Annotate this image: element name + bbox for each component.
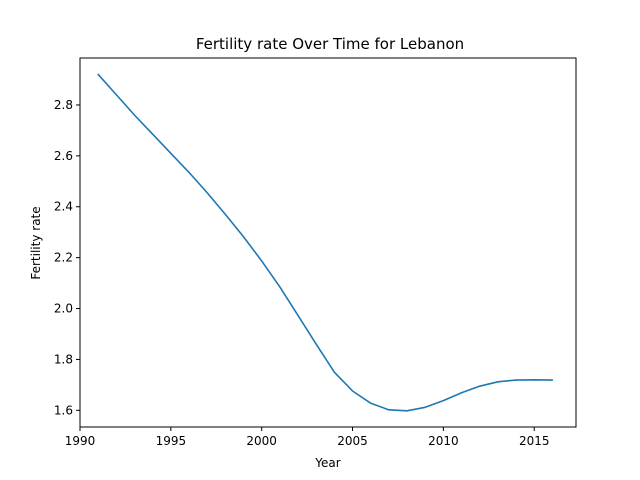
x-axis-label: Year	[314, 456, 340, 470]
x-tick-label: 1995	[156, 434, 187, 448]
y-tick-label: 2.8	[54, 98, 73, 112]
y-tick-label: 1.8	[54, 352, 73, 366]
x-tick-label: 1990	[65, 434, 96, 448]
x-tick-label: 2015	[519, 434, 550, 448]
y-axis-label: Fertility rate	[29, 206, 43, 279]
y-tick-label: 2.4	[54, 200, 73, 214]
y-tick-label: 2.6	[54, 149, 73, 163]
series-line	[97, 73, 554, 412]
y-tick-label: 2.2	[54, 251, 73, 265]
y-axis: 1.6 1.8 2.0 2.2 2.4 2.6 2.8	[54, 98, 80, 417]
x-tick-label: 2005	[337, 434, 368, 448]
x-axis: 1990 1995 2000 2005 2010 2015	[65, 427, 550, 448]
series-group	[97, 73, 554, 412]
y-tick-label: 2.0	[54, 302, 73, 316]
plot-frame	[79, 57, 577, 428]
y-tick-label: 1.6	[54, 403, 73, 417]
chart-title: Fertility rate Over Time for Lebanon	[196, 35, 464, 53]
x-tick-label: 2010	[428, 434, 459, 448]
x-tick-label: 2000	[246, 434, 277, 448]
